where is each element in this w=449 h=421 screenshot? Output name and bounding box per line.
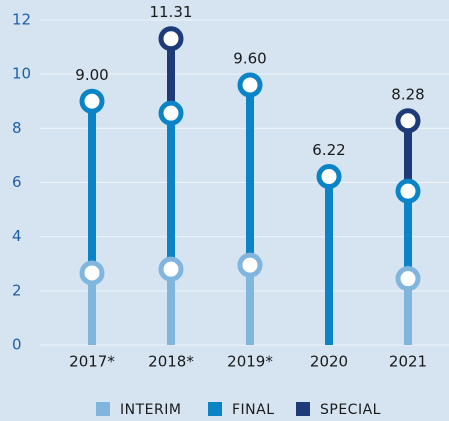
y-tick-label: 0	[12, 336, 22, 354]
x-tick-label: 2021	[389, 353, 427, 371]
legend-label: FINAL	[232, 402, 275, 418]
y-tick-label: 2	[12, 281, 22, 299]
stem-segment	[404, 120, 412, 192]
lollipop-head	[79, 88, 105, 114]
x-tick-label: 2018*	[148, 353, 194, 371]
stem-segment	[404, 278, 412, 345]
stem-segment	[246, 85, 254, 266]
total-label: 6.22	[312, 141, 345, 159]
y-tick-label: 8	[12, 119, 22, 137]
stem-segment	[325, 176, 333, 345]
legend-label: INTERIM	[120, 402, 181, 418]
stem-segment	[246, 265, 254, 345]
total-label: 9.60	[233, 50, 266, 68]
y-tick-label: 10	[12, 65, 31, 83]
legend-swatch	[96, 402, 110, 416]
legend-label: SPECIAL	[320, 402, 381, 418]
legend-swatch	[296, 402, 310, 416]
total-label: 11.31	[150, 3, 193, 21]
lollipop-head	[395, 178, 421, 204]
lollipop-head	[237, 72, 263, 98]
x-tick-label: 2019*	[227, 353, 273, 371]
y-tick-label: 12	[12, 11, 31, 29]
lollipop-head	[158, 256, 184, 282]
total-label: 8.28	[391, 85, 424, 103]
lollipop-head	[158, 26, 184, 52]
x-tick-label: 2020	[310, 353, 348, 371]
legend-swatch	[208, 402, 222, 416]
lollipop-head	[316, 164, 342, 190]
total-label: 9.00	[75, 66, 108, 84]
stem-segment	[88, 101, 96, 273]
stem-segment	[167, 113, 175, 270]
lollipop-head	[158, 100, 184, 126]
y-tick-label: 6	[12, 173, 22, 191]
stem-segment	[167, 38, 175, 114]
stem-segment	[404, 191, 412, 279]
lollipop-head	[79, 260, 105, 286]
lollipop-head	[395, 266, 421, 292]
stem-segment	[88, 272, 96, 345]
x-tick-label: 2017*	[69, 353, 115, 371]
lollipop-head	[395, 108, 421, 134]
stem-segment	[167, 269, 175, 345]
y-tick-label: 4	[12, 227, 22, 245]
lollipop-head	[237, 252, 263, 278]
